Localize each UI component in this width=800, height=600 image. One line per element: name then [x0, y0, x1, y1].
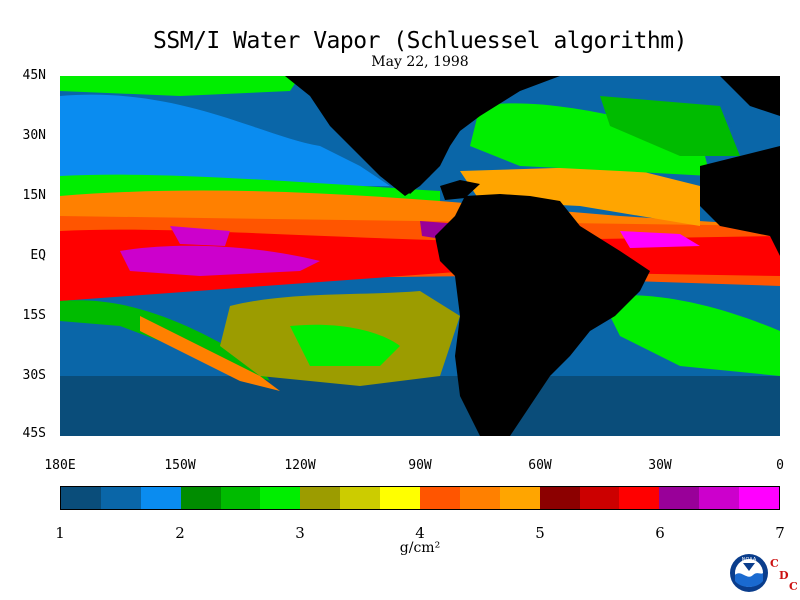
colorbar-tick-2: 2 [175, 524, 185, 542]
colorbar-swatch-15 [619, 487, 660, 509]
colorbar-swatch-12 [499, 487, 540, 509]
cdc-letter-c1: C [770, 557, 779, 570]
colorbar-swatch-7 [300, 487, 341, 509]
colorbar-swatch-4 [180, 487, 221, 509]
colorbar-swatch-13 [539, 487, 580, 509]
lat-label-30n: 30N [22, 128, 46, 143]
map-date: May 22, 1998 [371, 54, 469, 70]
colorbar [60, 486, 780, 510]
lat-label-45n: 45N [22, 68, 46, 83]
lat-label-45s: 45S [22, 426, 46, 441]
colorbar-tick-5: 5 [535, 524, 545, 542]
lon-label-120w: 120W [284, 458, 316, 473]
colorbar-swatch-11 [459, 487, 500, 509]
colorbar-swatch-17 [699, 487, 740, 509]
colorbar-tick-1: 1 [55, 524, 65, 542]
lon-label-60w: 60W [528, 458, 552, 473]
cdc-letter-c2: C [789, 580, 798, 593]
colorbar-swatch-8 [340, 487, 381, 509]
lat-label-30s: 30S [22, 368, 46, 383]
lon-label-90w: 90W [408, 458, 432, 473]
colorbar-swatch-5 [220, 487, 261, 509]
water-vapor-map [60, 76, 780, 436]
colorbar-units: g/cm² [399, 540, 441, 556]
colorbar-swatch-2 [100, 487, 141, 509]
colorbar-tick-4: 4 [415, 524, 425, 542]
colorbar-swatch-16 [659, 487, 700, 509]
colorbar-swatch-18 [739, 487, 780, 509]
lon-label-150w: 150W [164, 458, 196, 473]
colorbar-tick-3: 3 [295, 524, 305, 542]
colorbar-swatch-1 [61, 487, 101, 509]
colorbar-swatch-6 [260, 487, 301, 509]
noaa-logo: NOAA [729, 553, 769, 593]
lon-label-0: 0 [776, 458, 784, 473]
lat-label-eq: EQ [30, 248, 46, 263]
lon-label-30w: 30W [648, 458, 672, 473]
colorbar-swatch-9 [380, 487, 421, 509]
lon-label-180e: 180E [44, 458, 76, 473]
map-title: SSM/I Water Vapor (Schluessel algorithm) [153, 28, 687, 54]
colorbar-tick-6: 6 [655, 524, 665, 542]
cdc-letter-d: D [779, 569, 789, 582]
colorbar-swatch-14 [579, 487, 620, 509]
lat-label-15s: 15S [22, 308, 46, 323]
noaa-badge-text: NOAA [742, 557, 757, 563]
colorbar-swatch-10 [420, 487, 460, 509]
lat-label-15n: 15N [22, 188, 46, 203]
colorbar-tick-7: 7 [775, 524, 785, 542]
colorbar-swatch-3 [140, 487, 181, 509]
